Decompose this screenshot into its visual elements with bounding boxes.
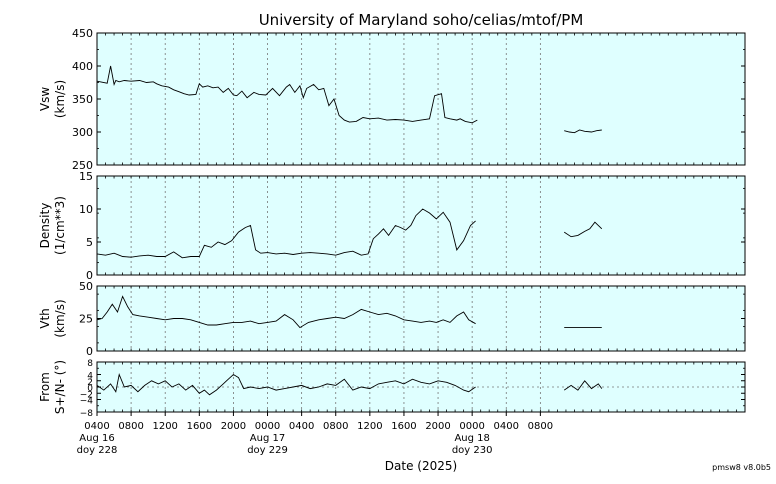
series-line-density [96,208,476,259]
x-tick-label: 0400 [494,421,519,432]
y-tick-label: 0 [86,345,93,358]
x-tick-label: 1600 [391,421,416,432]
y-tick-label: −2 [80,390,93,400]
panel-background [97,33,745,165]
panel-frame [96,175,746,276]
y-tick-label: 25 [79,313,93,326]
y-tick-label: 0 [86,269,93,282]
chart-title: University of Maryland soho/celias/mtof/… [259,11,584,29]
series-line-vsw [96,65,478,124]
x-tick-label: 0800 [323,421,348,432]
panel-vth: 0 25 50 Vth(km/s) [38,280,746,358]
y-axis-label-line: (1/cm**3) [53,196,67,255]
y-tick-label: 400 [72,60,93,73]
y-axis-label: Vsw(km/s) [38,80,67,118]
x-tick-label: 0800 [528,421,553,432]
x-tick-label: 1200 [152,421,177,432]
panel-vsw: 250 300 350 400 450 Vsw(km/s) [38,27,746,172]
x-tick-label: 1200 [357,421,382,432]
series-line-vsw [564,129,602,134]
series-line-vth [96,295,476,329]
x-tick-label: 2000 [221,421,246,432]
y-axis-label-line: Vth [38,308,52,329]
x-day-label: Aug 18 [454,433,489,444]
y-tick-label: 15 [79,170,93,183]
series-line-from [96,372,476,396]
x-tick-label: 0800 [118,421,143,432]
y-tick-label: 10 [79,203,93,216]
y-tick-label: −4 [80,397,94,407]
y-tick-label: 0 [87,384,93,394]
y-axis-label-line: From [38,372,52,402]
y-tick-label: 2 [87,378,93,388]
panel-background [97,286,745,351]
series-line-density [563,221,603,238]
series-line-from [563,380,603,391]
panel-background [97,176,745,275]
x-doy-label: doy 228 [77,445,118,456]
y-tick-label: 300 [72,126,93,139]
y-axis-label-line: S+/N- (°) [53,360,67,414]
x-tick-label: 1600 [187,421,212,432]
y-tick-label: 250 [72,159,93,172]
x-tick-label: 0000 [459,421,484,432]
x-tick-label: 2000 [425,421,450,432]
x-axis-label: Date (2025) [385,459,457,473]
panel-frame [96,361,746,413]
y-axis-label-line: Density [38,203,52,249]
panel-frame [96,32,746,166]
y-tick-label: 8 [87,359,93,369]
x-day-label: Aug 16 [79,433,114,444]
y-axis-label-line: (km/s) [53,299,67,337]
y-tick-label: −8 [80,409,94,419]
x-tick-label: 0400 [289,421,314,432]
y-tick-label: 350 [72,93,93,106]
chart-panels: 250300350400450Vsw(km/s)051015Density(1/… [38,27,746,419]
panel-density: 0 5 10 15 Density(1/cm**3) [38,170,746,282]
y-tick-label: 5 [86,236,93,249]
y-axis-label: Density(1/cm**3) [38,196,67,255]
x-day-label: Aug 17 [250,433,285,444]
x-tick-label: 0400 [84,421,109,432]
y-axis-label-line: Vsw [38,87,52,111]
y-axis-label-line: (km/s) [53,80,67,118]
y-axis-label: FromS+/N- (°) [38,360,67,414]
x-doy-label: doy 229 [247,445,288,456]
y-tick-label: 4 [87,372,93,382]
panel-frame [96,285,746,352]
y-tick-label: 450 [72,27,93,40]
y-tick-label: 50 [79,280,93,293]
x-tick-label: 0000 [255,421,280,432]
y-axis-label: Vth(km/s) [38,299,67,337]
version-label: pmsw8 v8.0b5 [712,463,771,472]
x-doy-label: doy 230 [452,445,493,456]
